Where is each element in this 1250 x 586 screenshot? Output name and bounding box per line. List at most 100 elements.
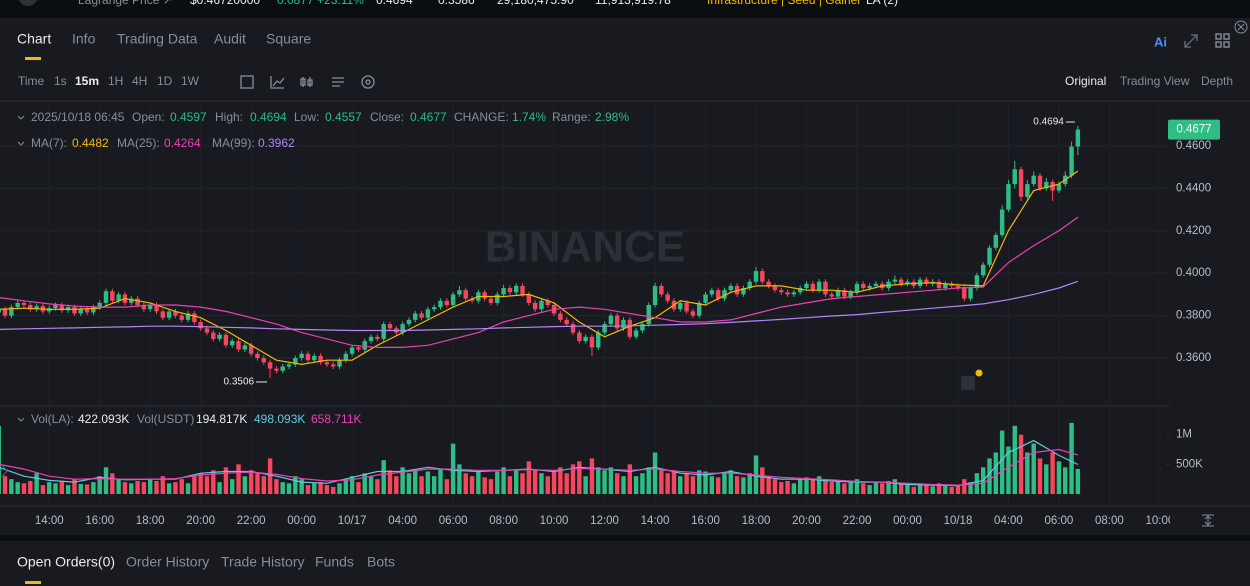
fullscreen-icon[interactable]	[1184, 34, 1198, 48]
volume-bar	[640, 473, 645, 494]
candle-body	[9, 307, 14, 316]
ma-legend-name: MA(7):	[31, 136, 67, 150]
header-item: $0.46720000	[190, 0, 260, 7]
interval[interactable]: 1D	[157, 74, 173, 88]
toolbar-icons	[240, 75, 375, 89]
interval[interactable]: 15m	[75, 74, 99, 88]
candle-body	[400, 324, 405, 333]
volume-bar	[728, 470, 733, 494]
view-option[interactable]: Original	[1065, 74, 1106, 88]
candle-body	[608, 315, 614, 325]
calendar-icon[interactable]	[240, 75, 254, 89]
volume-bar	[381, 460, 386, 494]
x-tick-label: 16:00	[691, 515, 720, 527]
tab[interactable]: Chart	[17, 31, 51, 47]
candle-body	[204, 328, 210, 333]
candle-body	[1018, 169, 1024, 197]
volume-bar	[305, 485, 311, 494]
volume-bar	[1018, 434, 1024, 494]
header-item: 29,180,475.90	[497, 0, 574, 7]
candle-body	[192, 313, 197, 322]
collapse-arrow[interactable]	[1, 464, 8, 478]
interval[interactable]: 4H	[132, 74, 147, 88]
candle-body	[772, 285, 778, 291]
bottom-tab[interactable]: Order History	[126, 554, 209, 570]
volume-bar	[34, 473, 39, 494]
candle-body	[15, 302, 20, 308]
tab[interactable]: Audit	[214, 31, 246, 47]
volume-bar	[160, 476, 166, 494]
volume-bar	[880, 483, 885, 494]
candle-body	[154, 305, 159, 312]
candle-icon[interactable]	[300, 77, 313, 87]
volume-bar	[993, 452, 999, 494]
bottom-tabs: Open Orders(0) Order History Trade History…	[17, 554, 395, 570]
chevron[interactable]	[17, 417, 25, 422]
volume-bar	[779, 482, 784, 494]
volume-bar	[368, 476, 374, 494]
y-tick-label: 0.4000	[1176, 267, 1211, 279]
candle-body	[558, 313, 563, 320]
tab[interactable]: Square	[266, 31, 311, 47]
volume-bar	[324, 485, 330, 494]
chevron[interactable]	[17, 115, 25, 120]
x-tick-label: 18:00	[136, 515, 165, 527]
bottom-tab[interactable]: Open Orders(0)	[17, 554, 115, 570]
volume-bar	[747, 473, 752, 494]
x-tick-label: 04:00	[388, 515, 417, 527]
interval[interactable]: 1H	[108, 74, 123, 88]
candle-body	[501, 288, 506, 295]
close-icon[interactable]	[1234, 20, 1248, 34]
candle-body	[715, 290, 721, 299]
candle-body	[362, 341, 367, 350]
candle-body	[84, 309, 90, 313]
x-tick-label: 20:00	[186, 515, 215, 527]
tab[interactable]: Info	[72, 31, 96, 47]
scale-icon[interactable]	[1202, 514, 1214, 527]
candle-body	[848, 292, 853, 297]
template-icon[interactable]	[361, 75, 375, 89]
ma-legend-name: MA(99):	[212, 136, 255, 150]
x-tick-label: 10:00	[1146, 515, 1175, 527]
candle-body	[898, 279, 904, 284]
vol-legend: 422.093K	[78, 412, 129, 426]
bottom-tab[interactable]: Funds	[315, 554, 354, 570]
candle-body	[665, 294, 670, 301]
layout-icon[interactable]	[1215, 33, 1230, 48]
settings-icon[interactable]	[332, 77, 344, 87]
max-label: 0.4694	[1033, 117, 1064, 128]
volume-bar	[495, 471, 500, 494]
volume-bar	[110, 473, 115, 494]
view-option[interactable]: Depth	[1201, 74, 1233, 88]
interval[interactable]: 1s	[54, 74, 67, 88]
indicator-icon[interactable]	[270, 76, 285, 89]
ma-legend-value: 0.4482	[72, 136, 109, 150]
candle-body	[640, 324, 645, 331]
ai-button[interactable]: Ai	[1154, 34, 1167, 49]
vol-tick-label: 500K	[1176, 458, 1203, 470]
candle-body	[463, 290, 468, 299]
volume-bar	[242, 476, 248, 494]
x-tick-label: 22:00	[237, 515, 266, 527]
bottom-tab[interactable]: Trade History	[221, 554, 305, 570]
volume-bar	[217, 482, 222, 494]
volume-bar	[924, 485, 929, 494]
candle-body	[697, 302, 702, 316]
bottom-tab[interactable]: Bots	[367, 554, 395, 570]
event-icon[interactable]	[961, 376, 975, 390]
candle-body	[943, 283, 948, 289]
tab[interactable]: Trading Data	[117, 31, 198, 47]
candle-body	[974, 275, 980, 289]
view-option[interactable]: Trading View	[1120, 74, 1190, 88]
candle-body	[829, 294, 834, 297]
volume-bar	[816, 476, 822, 494]
volume-bar	[917, 483, 923, 494]
volume-bar	[15, 482, 20, 494]
volume-bar	[633, 476, 639, 494]
interval[interactable]: 1W	[181, 74, 200, 88]
candle-body	[482, 292, 487, 299]
info-item: 0.4557	[325, 110, 362, 124]
chevron[interactable]	[17, 141, 25, 146]
volume-bar	[835, 480, 841, 494]
volume-bar	[785, 480, 790, 494]
